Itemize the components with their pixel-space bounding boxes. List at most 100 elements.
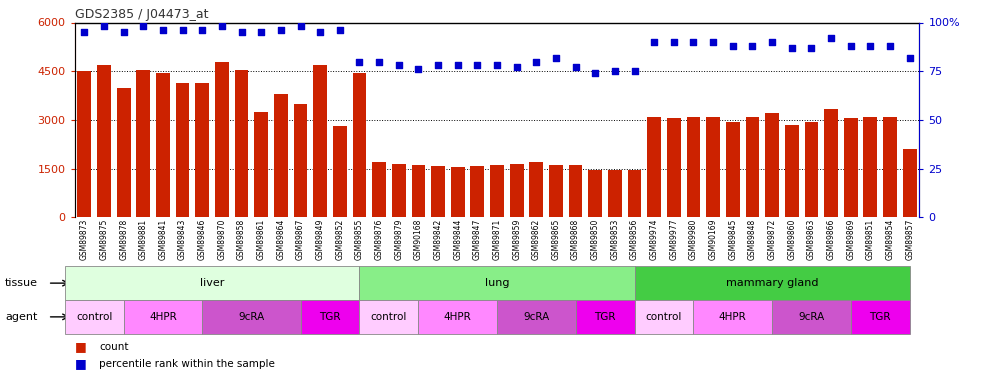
- Point: [332, 27, 348, 33]
- Point: [725, 43, 741, 49]
- Point: [902, 55, 917, 61]
- Point: [352, 58, 368, 64]
- Bar: [176, 82, 190, 218]
- Bar: [97, 65, 111, 218]
- Text: control: control: [371, 312, 408, 322]
- Point: [371, 58, 387, 64]
- Point: [705, 39, 721, 45]
- Text: TGR: TGR: [319, 312, 341, 322]
- Point: [214, 23, 230, 29]
- Text: agent: agent: [5, 312, 38, 322]
- Bar: [136, 70, 150, 217]
- Bar: [726, 122, 740, 218]
- Point: [489, 62, 505, 68]
- Bar: [824, 109, 838, 217]
- Text: 4HPR: 4HPR: [444, 312, 471, 322]
- Bar: [78, 71, 91, 217]
- Bar: [215, 62, 229, 217]
- Point: [882, 43, 898, 49]
- Bar: [451, 167, 464, 218]
- Text: control: control: [76, 312, 112, 322]
- Point: [607, 68, 623, 74]
- Point: [155, 27, 171, 33]
- Text: ■: ■: [75, 357, 86, 370]
- Text: 9cRA: 9cRA: [798, 312, 824, 322]
- Point: [863, 43, 879, 49]
- Bar: [431, 166, 445, 218]
- Text: TGR: TGR: [594, 312, 616, 322]
- Bar: [569, 165, 582, 218]
- Point: [764, 39, 780, 45]
- Point: [469, 62, 485, 68]
- Point: [745, 43, 760, 49]
- Point: [587, 70, 603, 76]
- Bar: [470, 166, 484, 218]
- Bar: [235, 70, 248, 217]
- Bar: [372, 162, 386, 218]
- Text: 4HPR: 4HPR: [149, 312, 177, 322]
- Text: percentile rank within the sample: percentile rank within the sample: [99, 359, 275, 369]
- Text: count: count: [99, 342, 129, 352]
- Text: liver: liver: [200, 278, 225, 288]
- Bar: [883, 117, 897, 218]
- Point: [135, 23, 151, 29]
- Bar: [490, 165, 504, 218]
- Point: [529, 58, 545, 64]
- Bar: [254, 112, 268, 218]
- Bar: [293, 104, 307, 218]
- Point: [96, 23, 112, 29]
- Bar: [687, 117, 701, 218]
- Point: [666, 39, 682, 45]
- Point: [430, 62, 446, 68]
- Bar: [667, 118, 681, 218]
- Text: TGR: TGR: [870, 312, 891, 322]
- Point: [626, 68, 642, 74]
- Point: [292, 23, 308, 29]
- Point: [686, 39, 702, 45]
- Bar: [412, 165, 425, 218]
- Bar: [746, 117, 759, 218]
- Point: [823, 35, 839, 41]
- Point: [312, 29, 328, 35]
- Point: [253, 29, 269, 35]
- Bar: [313, 65, 327, 218]
- Point: [548, 55, 564, 61]
- Text: 9cRA: 9cRA: [523, 312, 550, 322]
- Point: [77, 29, 92, 35]
- Bar: [804, 122, 818, 218]
- Point: [175, 27, 191, 33]
- Bar: [647, 117, 661, 218]
- Bar: [844, 118, 858, 218]
- Bar: [588, 170, 602, 217]
- Point: [509, 64, 525, 70]
- Bar: [530, 162, 543, 218]
- Bar: [392, 164, 406, 218]
- Bar: [117, 87, 130, 218]
- Point: [234, 29, 249, 35]
- Bar: [903, 149, 916, 217]
- Bar: [864, 117, 878, 218]
- Bar: [627, 170, 641, 217]
- Point: [391, 62, 407, 68]
- Bar: [765, 114, 779, 218]
- Text: mammary gland: mammary gland: [726, 278, 818, 288]
- Text: control: control: [646, 312, 682, 322]
- Bar: [333, 126, 347, 218]
- Point: [784, 45, 800, 51]
- Point: [194, 27, 210, 33]
- Bar: [785, 125, 798, 217]
- Bar: [608, 170, 622, 217]
- Bar: [707, 117, 720, 218]
- Text: GDS2385 / J04473_at: GDS2385 / J04473_at: [75, 8, 208, 21]
- Bar: [549, 165, 563, 218]
- Bar: [510, 164, 524, 218]
- Point: [646, 39, 662, 45]
- Bar: [353, 73, 367, 217]
- Bar: [274, 94, 287, 218]
- Point: [568, 64, 583, 70]
- Bar: [156, 73, 170, 217]
- Point: [449, 62, 465, 68]
- Point: [411, 66, 426, 72]
- Text: 9cRA: 9cRA: [239, 312, 264, 322]
- Text: ■: ■: [75, 340, 86, 353]
